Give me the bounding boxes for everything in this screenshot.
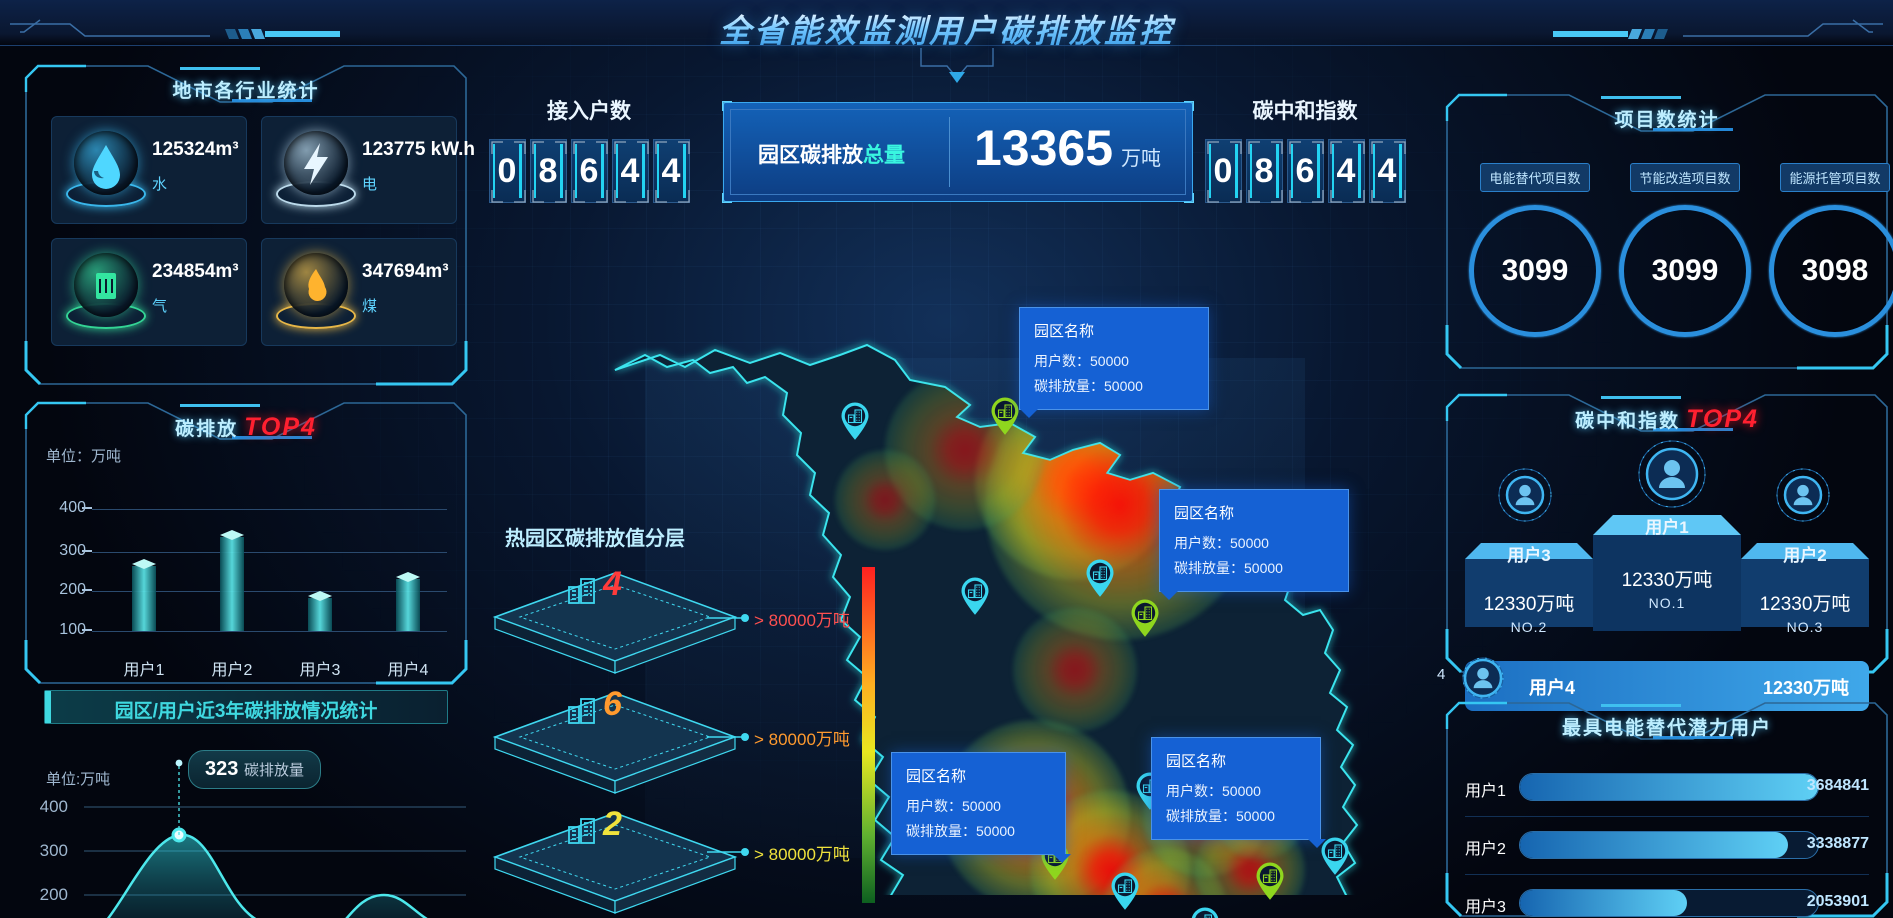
svg-text:200: 200 xyxy=(40,885,68,904)
svg-text:300: 300 xyxy=(40,841,68,860)
svg-text:400: 400 xyxy=(40,797,68,816)
